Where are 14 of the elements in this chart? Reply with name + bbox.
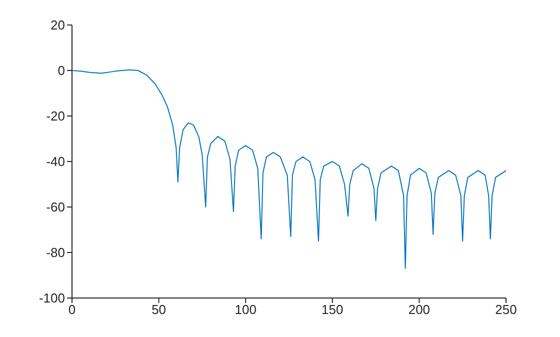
y-tick-label: -20 [46, 108, 65, 124]
x-tick-label: 250 [495, 302, 517, 318]
y-tick-label: 20 [50, 18, 65, 33]
x-tick-label: 200 [408, 302, 430, 318]
x-tick-label: 50 [152, 302, 166, 318]
line-series [72, 69, 506, 269]
y-tick-label: -60 [46, 200, 65, 215]
x-tick-label: 0 [68, 302, 76, 318]
x-tick-label: 100 [234, 302, 256, 318]
x-tick-label: 150 [322, 302, 344, 318]
y-tick-label: 0 [58, 63, 65, 78]
y-tick-label: -80 [46, 245, 65, 260]
y-tick-label: -40 [46, 154, 65, 170]
y-tick-label: -100 [38, 290, 65, 306]
